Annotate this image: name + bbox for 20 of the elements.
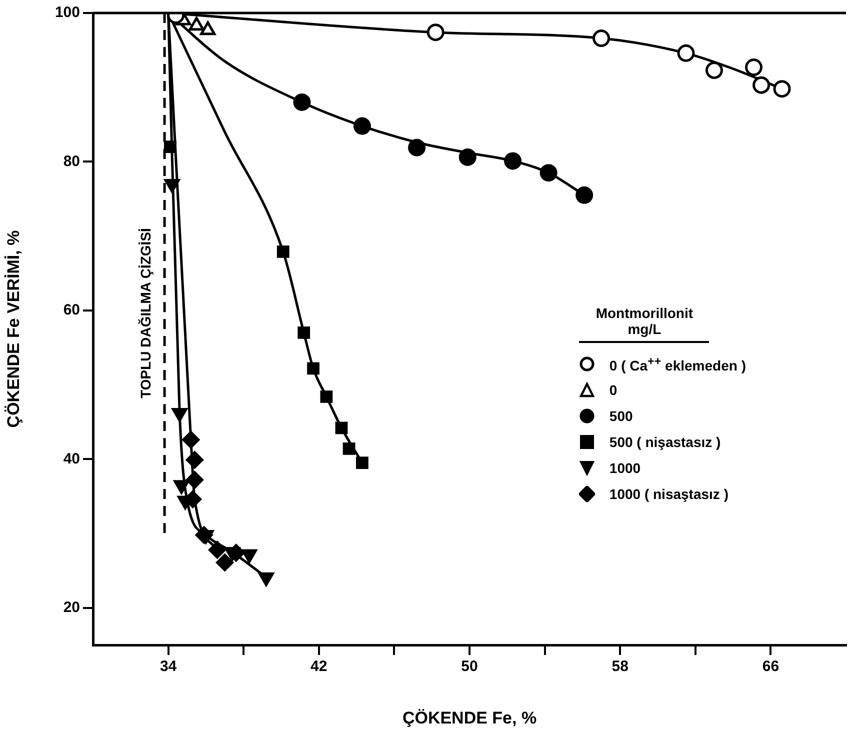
y-tick-label: 60 (63, 302, 80, 319)
y-tick-label: 80 (63, 152, 80, 170)
y-tick-label: 40 (63, 450, 80, 468)
x-tick-label: 66 (762, 658, 780, 676)
legend-label: 1000 ( nisaştasız ) (609, 486, 728, 502)
legend-label: 1000 (609, 460, 641, 476)
text: TOPLU DAĞILMA ÇİZGİSİ (137, 228, 154, 398)
x-axis-title: ÇÖKENDE Fe, % (402, 708, 537, 728)
legend-label: 0 ( Ca$^{++}$ eklemeden ) (609, 354, 746, 374)
y-tick-label: 20 (63, 598, 80, 616)
legend-label: 500 ( nişastasız ) (609, 434, 721, 450)
x-tick-label: 58 (612, 658, 628, 676)
legend-label: 0 (609, 382, 618, 398)
y-tick-label: 100 (54, 4, 80, 22)
y-axis-title: ÇÖKENDE Fe VERİMİ, % (4, 230, 23, 428)
x-tick-label: 42 (310, 658, 328, 676)
x-tick-label: 50 (461, 658, 478, 676)
legend-label: 500 (609, 408, 633, 424)
x-tick-label: 34 (160, 658, 178, 676)
legend-title: Montmorillonit mg/L (579, 305, 710, 343)
